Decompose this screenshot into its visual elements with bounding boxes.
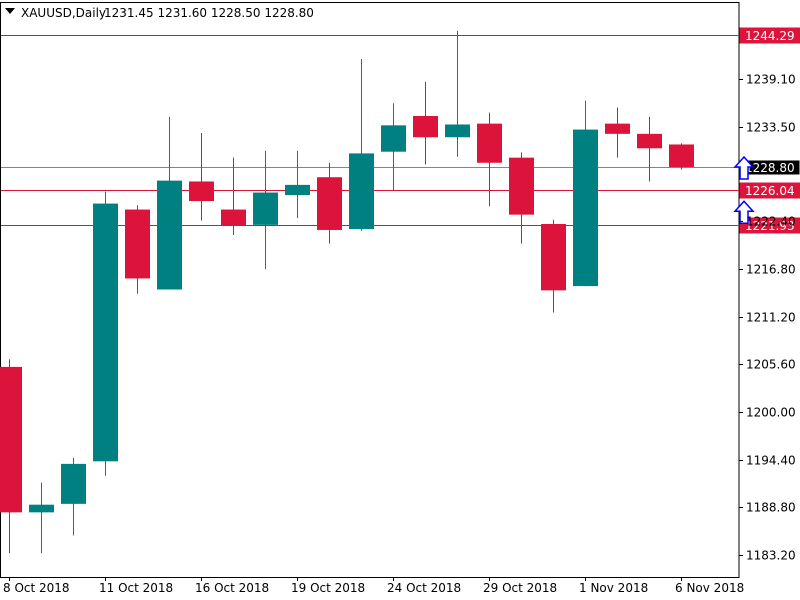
candle-body bbox=[509, 157, 534, 215]
triangle-down-icon[interactable] bbox=[5, 8, 15, 14]
symbol-label: XAUUSD,Daily bbox=[21, 6, 106, 20]
y-tick-label: 1188.80 bbox=[746, 501, 796, 515]
bull-candle[interactable] bbox=[157, 116, 182, 290]
bear-candle[interactable] bbox=[605, 107, 630, 158]
y-tick-label: 1216.80 bbox=[746, 263, 796, 277]
bear-candle[interactable] bbox=[413, 81, 438, 165]
x-tick-label: 11 Oct 2018 bbox=[99, 581, 173, 595]
level-price-label: 1221.93 bbox=[745, 219, 795, 233]
up-arrow-icon[interactable] bbox=[733, 200, 755, 224]
candle-body bbox=[189, 181, 214, 202]
x-tick-label: 29 Oct 2018 bbox=[483, 581, 557, 595]
y-tick-label: 1222.40 bbox=[746, 215, 796, 229]
x-tick-label: 24 Oct 2018 bbox=[387, 581, 461, 595]
candle-body bbox=[605, 123, 630, 134]
bull-candle[interactable] bbox=[253, 150, 278, 270]
candle-body bbox=[253, 192, 278, 225]
bull-candle[interactable] bbox=[61, 457, 86, 536]
candle-body bbox=[317, 177, 342, 230]
candle-body bbox=[445, 124, 470, 138]
candle-body bbox=[349, 153, 374, 230]
bull-candle[interactable] bbox=[349, 58, 374, 231]
y-tick-label: 1183.20 bbox=[746, 549, 796, 563]
bull-candle[interactable] bbox=[381, 103, 406, 191]
x-tick-label: 6 Nov 2018 bbox=[675, 581, 744, 595]
bull-candle[interactable] bbox=[573, 100, 598, 287]
bear-candle[interactable] bbox=[669, 143, 694, 170]
candle-body bbox=[125, 209, 150, 279]
bear-candle[interactable] bbox=[0, 359, 22, 554]
x-tick-label: 1 Nov 2018 bbox=[579, 581, 648, 595]
y-tick-label: 1205.60 bbox=[746, 358, 796, 372]
bear-candle[interactable] bbox=[637, 116, 662, 182]
bear-candle[interactable] bbox=[477, 112, 502, 207]
current-price-label: 1228.80 bbox=[745, 161, 795, 175]
candle-body bbox=[573, 129, 598, 287]
candle-body bbox=[477, 123, 502, 163]
candle-body bbox=[637, 133, 662, 149]
x-tick-label: 16 Oct 2018 bbox=[195, 581, 269, 595]
candle-body bbox=[381, 125, 406, 152]
level-price-label: 1226.04 bbox=[745, 184, 795, 198]
bear-candle[interactable] bbox=[125, 205, 150, 294]
level-price-tag bbox=[739, 217, 800, 234]
y-tick-label: 1239.10 bbox=[746, 73, 796, 87]
y-tick-label: 1194.40 bbox=[746, 454, 796, 468]
candle-body bbox=[61, 463, 86, 504]
candle-body bbox=[669, 144, 694, 168]
plot-frame bbox=[0, 2, 740, 578]
ohlc-readout: 1231.45 1231.60 1228.50 1228.80 bbox=[104, 6, 314, 20]
candle-body bbox=[157, 180, 182, 290]
level-price-tag bbox=[739, 27, 800, 44]
y-tick-label: 1211.20 bbox=[746, 311, 796, 325]
bear-candle[interactable] bbox=[509, 152, 534, 244]
x-tick-label: 8 Oct 2018 bbox=[3, 581, 70, 595]
bear-candle[interactable] bbox=[317, 162, 342, 244]
y-tick-label: 1200.00 bbox=[746, 406, 796, 420]
candle-body bbox=[29, 504, 54, 513]
bull-candle[interactable] bbox=[93, 191, 118, 476]
bear-candle[interactable] bbox=[189, 132, 214, 221]
bear-candle[interactable] bbox=[541, 219, 566, 313]
y-tick-label: 1233.50 bbox=[746, 121, 796, 135]
candle-body bbox=[93, 203, 118, 462]
bull-candle[interactable] bbox=[29, 482, 54, 554]
candle-body bbox=[413, 115, 438, 138]
candle-body bbox=[285, 184, 310, 196]
bull-candle[interactable] bbox=[285, 150, 310, 219]
up-arrow-icon[interactable] bbox=[733, 155, 755, 180]
bull-candle[interactable] bbox=[445, 30, 470, 157]
candle-body bbox=[0, 366, 22, 513]
x-tick-label: 19 Oct 2018 bbox=[291, 581, 365, 595]
level-price-tag bbox=[739, 182, 800, 199]
bear-candle[interactable] bbox=[221, 157, 246, 236]
candle-body bbox=[541, 224, 566, 291]
level-price-label: 1244.29 bbox=[745, 29, 795, 43]
candle-body bbox=[221, 209, 246, 226]
